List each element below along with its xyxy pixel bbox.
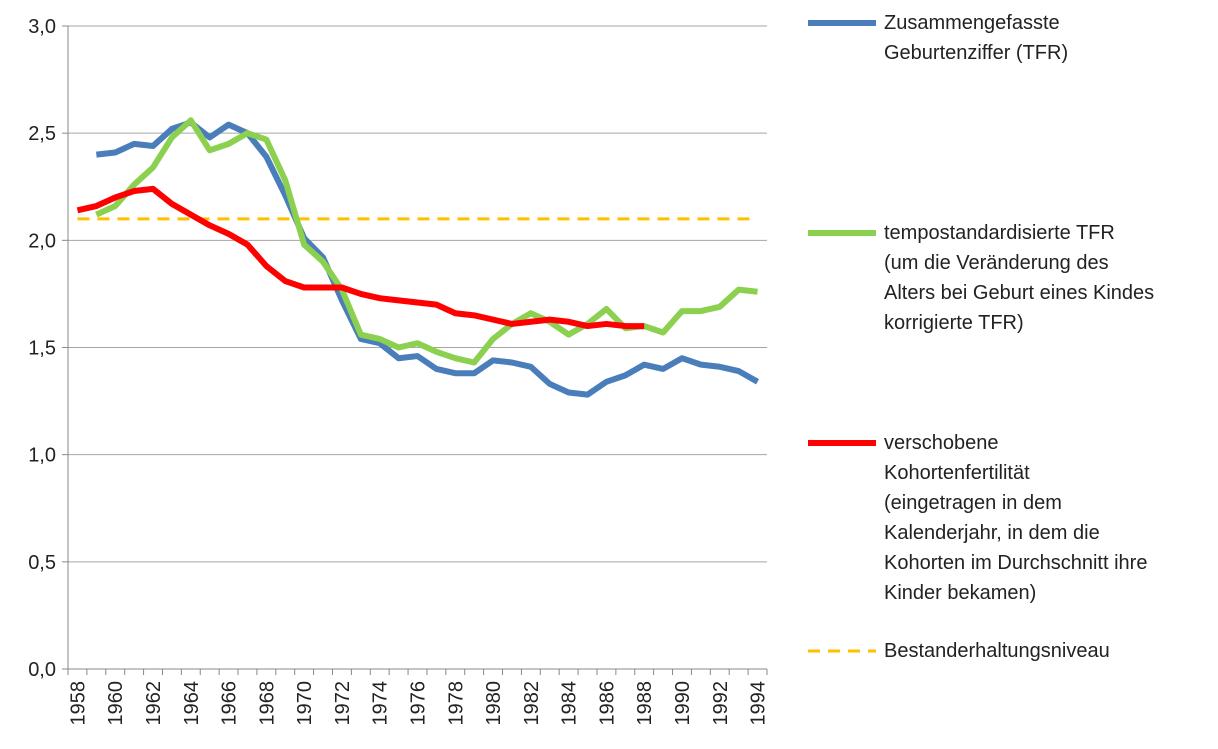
x-tick-label: 1974 (370, 681, 392, 726)
x-tick-label: 1980 (483, 681, 505, 726)
series-line (95, 119, 760, 398)
x-tick-label: 1972 (332, 681, 354, 726)
x-tick-label: 1968 (256, 681, 278, 726)
legend-label: Bestanderhaltungsniveau (884, 640, 1110, 662)
y-tick-label: 1,0 (28, 445, 56, 467)
x-tick-label: 1990 (672, 681, 694, 726)
x-tick-label: 1964 (181, 681, 203, 726)
x-tick-label: 1994 (748, 681, 770, 726)
legend-label: tempostandardisierte TFR (um die Verände… (884, 222, 1155, 334)
y-tick-label: 2,0 (28, 230, 56, 252)
x-tick-label: 1970 (294, 681, 316, 726)
y-tick-label: 0,5 (28, 552, 56, 574)
x-tick-label: 1976 (408, 681, 430, 726)
y-tick-label: 1,5 (28, 338, 56, 360)
x-tick-label: 1960 (105, 681, 127, 726)
legend-label: verschobene Kohortenfertilität (eingetra… (884, 432, 1148, 604)
y-tick-label: 2,5 (28, 123, 56, 145)
x-tick-label: 1982 (521, 681, 543, 726)
x-tick-label: 1962 (143, 681, 165, 726)
x-tick-label: 1958 (67, 681, 89, 726)
x-tick-label: 1966 (219, 681, 241, 726)
legend-label: Zusammengefasste Geburtenziffer (TFR) (884, 12, 1069, 64)
x-tick-label: 1988 (634, 681, 656, 726)
x-tick-label: 1986 (596, 681, 618, 726)
x-tick-label: 1992 (710, 681, 732, 726)
y-tick-label: 3,0 (28, 16, 56, 38)
series-line (76, 185, 645, 330)
x-tick-label: 1984 (559, 681, 581, 726)
x-tick-label: 1978 (445, 681, 467, 726)
series-line (95, 117, 758, 366)
y-tick-label: 0,0 (28, 659, 56, 681)
